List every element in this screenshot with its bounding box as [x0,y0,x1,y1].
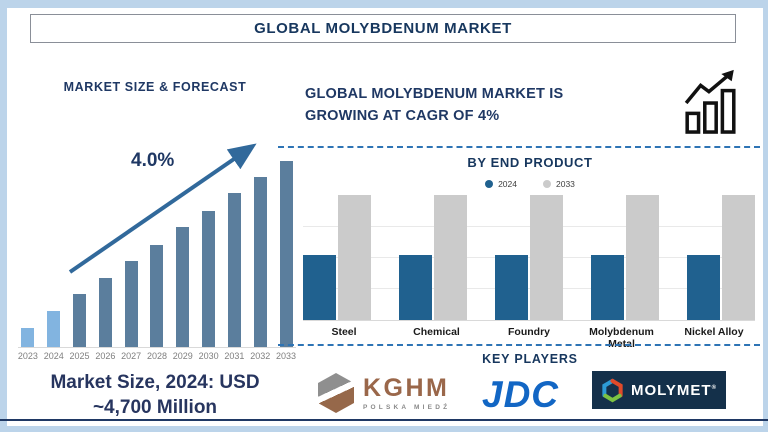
legend-label: 2033 [556,179,575,189]
title-box: GLOBAL MOLYBDENUM MARKET [30,14,736,43]
bar-2033 [434,195,467,320]
cagr-statement: GLOBAL MOLYBDENUM MARKET IS GROWING AT C… [305,84,705,128]
bar-2024 [591,255,624,320]
bar-group-Steel [303,195,371,320]
forecast-bar-chart [21,157,293,347]
kghm-subtitle: POLSKA MIEDŹ [363,403,451,411]
year-label: 2029 [172,351,193,361]
kghm-logo: KGHM POLSKA MIEDŹ [318,373,450,413]
market-size-forecast-heading: MARKET SIZE & FORECAST [63,80,247,94]
cagr-growth-label: 4.0% [131,150,175,171]
cagr-statement-line1: GLOBAL MOLYBDENUM MARKET IS [305,86,564,102]
market-size-line2: ~4,700 Million [92,396,218,418]
year-label: 2031 [224,351,245,361]
kghm-hexagon-icon [318,373,354,413]
gridline [303,288,755,289]
by-end-product-heading: BY END PRODUCT [467,155,593,170]
kghm-wordmark: KGHM POLSKA MIEDŹ [363,373,451,411]
category-label: Molybdenum Metal [589,326,654,350]
cagr-statement-line2: GROWING AT CAGR OF 4% [305,107,500,124]
molymet-name-text: MOLYMET [630,381,712,399]
jdc-logo: JDC [482,374,560,415]
bar-2024 [495,255,528,320]
forecast-chart-baseline [18,347,296,348]
registered-mark: ® [711,384,718,391]
bar-group-Chemical [399,195,467,320]
bar-groups [303,195,755,320]
legend-dot [543,180,551,188]
forecast-bar-2029 [176,227,190,347]
bar-2033 [338,195,371,320]
bar-2033 [626,195,659,320]
bar-2024 [399,255,432,320]
legend-item-2033: 2033 [543,179,575,189]
legend-dot [485,180,494,188]
end-product-bar-chart [303,195,755,321]
year-label: 2023 [17,351,38,361]
bar-2024 [687,255,720,320]
category-label: Chemical [413,326,460,338]
forecast-bar-2025 [72,294,86,347]
bar-2033 [530,195,563,320]
forecast-bar-2026 [98,278,112,347]
category-axis-labels: Steel Chemical Foundry Molybdenum Metal Nick… [298,326,760,350]
bar-2033 [722,195,755,320]
bar-chart-growth-icon [684,69,736,134]
category-label: Steel [331,326,357,338]
x-axis-line [303,320,755,321]
molymet-name: MOLYMET® [631,382,717,399]
molymet-logo: MOLYMET® [592,371,726,409]
forecast-bar-2032 [254,177,268,347]
year-label: 2024 [43,351,64,361]
year-label: 2032 [250,351,271,361]
market-size-line1: Market Size, 2024: USD [50,372,260,393]
forecast-bar-2033 [279,161,293,347]
molymet-hexagon-icon [602,378,623,402]
divider-dashed-bottom [278,344,760,346]
key-players-heading: KEY PLAYERS [482,352,578,366]
legend-item-2024: 2024 [485,179,517,189]
market-size-callout: Market Size, 2024: USD ~4,700 Million [10,371,300,420]
page-title: GLOBAL MOLYBDENUM MARKET [254,20,512,37]
divider-dashed-top [278,146,760,148]
growth-trend-arrow [68,143,257,274]
end-product-legend: 2024 2033 [300,179,760,189]
category-label: Nickel Alloy [684,326,744,338]
year-label: 2028 [146,351,167,361]
bar-group-Foundry [495,195,563,320]
year-label: 2026 [95,351,116,361]
bar-2024 [303,255,336,320]
forecast-bar-2030 [202,211,216,347]
forecast-bar-2024 [46,311,60,347]
forecast-bar-2028 [150,245,164,347]
year-label: 2027 [121,351,142,361]
year-label: 2030 [198,351,219,361]
year-label: 2033 [276,351,297,361]
legend-label: 2024 [498,179,517,189]
year-label: 2025 [69,351,90,361]
forecast-bar-2031 [228,193,242,347]
forecast-year-axis: 2023 2024 2025 2026 2027 2028 2029 2030 2031 2032… [15,351,299,361]
gridline [303,226,755,227]
bar-group-Nickel Alloy [687,195,755,320]
gridline [303,257,755,258]
forecast-bar-2023 [21,328,34,347]
bottom-navy-rule [0,419,768,421]
bar-group-Molybdenum Metal [591,195,659,320]
category-label: Foundry [508,326,550,338]
kghm-name: KGHM [363,373,450,402]
forecast-bar-2027 [124,261,138,347]
